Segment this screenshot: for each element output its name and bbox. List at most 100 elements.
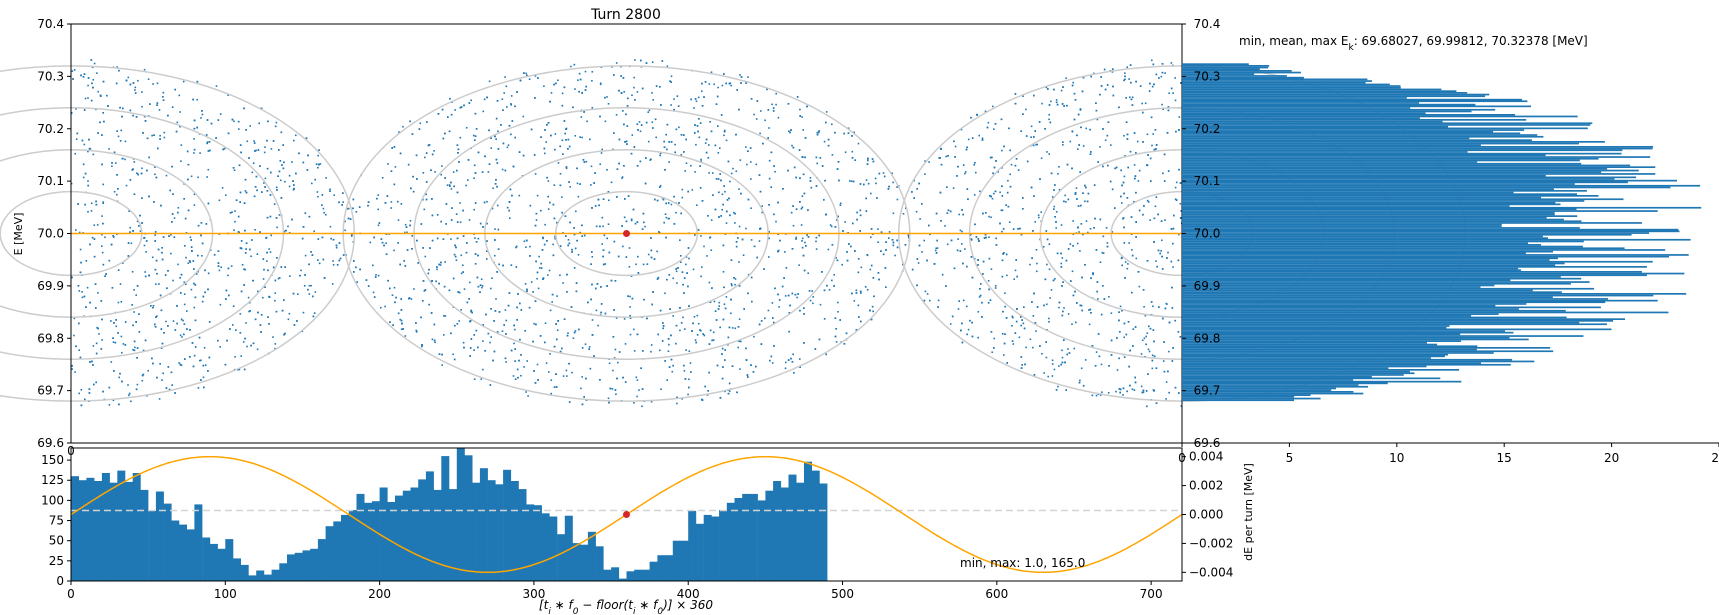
scatter-point [1146, 164, 1148, 166]
scatter-point [768, 237, 770, 240]
scatter-point [207, 150, 210, 152]
scatter-point [594, 172, 596, 174]
scatter-point [1130, 216, 1133, 218]
scatter-point [239, 191, 242, 194]
scatter-point [134, 86, 137, 89]
scatter-point [264, 186, 266, 188]
scatter-point [693, 107, 695, 109]
scatter-point [573, 331, 576, 334]
scatter-point [135, 388, 138, 391]
scatter-point [433, 150, 435, 152]
scatter-point [640, 59, 642, 62]
scatter-point [193, 268, 195, 270]
scatter-point [772, 107, 775, 109]
scatter-point [127, 255, 130, 257]
scatter-point [892, 212, 895, 215]
scatter-point [344, 229, 346, 232]
scatter-point [178, 94, 181, 97]
scatter-point [167, 325, 169, 327]
scatter-point [1063, 200, 1065, 203]
scatter-point [946, 212, 949, 214]
scatter-point [71, 368, 73, 370]
scatter-point [263, 268, 265, 271]
scatter-point [1168, 350, 1170, 353]
scatter-point [859, 290, 862, 293]
scatter-point [702, 333, 704, 335]
scatter-point [831, 279, 833, 282]
scatter-point [1145, 343, 1147, 346]
scatter-point [1111, 188, 1114, 191]
scatter-point [666, 148, 668, 151]
scatter-point [771, 302, 774, 304]
scatter-point [217, 265, 220, 267]
scatter-point [495, 138, 497, 140]
scatter-point [659, 184, 662, 187]
scatter-point [95, 352, 98, 355]
scatter-point [618, 351, 621, 353]
scatter-point [115, 319, 117, 321]
scatter-point [433, 339, 436, 342]
scatter-point [160, 204, 162, 207]
scatter-point [1036, 143, 1038, 146]
scatter-point [985, 236, 987, 239]
scatter-point [158, 109, 161, 111]
scatter-point [479, 284, 482, 286]
scatter-point [188, 260, 191, 262]
scatter-point [145, 251, 147, 253]
scatter-point [768, 231, 770, 233]
scatter-point [280, 131, 283, 134]
scatter-point [986, 126, 989, 129]
scatter-point [1123, 226, 1125, 229]
scatter-point [755, 365, 757, 368]
scatter-point [375, 274, 377, 276]
scatter-point [482, 110, 485, 113]
scatter-point [718, 305, 720, 307]
scatter-point [281, 164, 283, 166]
scatter-point [1135, 257, 1138, 260]
scatter-point [781, 285, 784, 288]
scatter-point [600, 286, 602, 288]
scatter-point [746, 163, 748, 166]
scatter-point [566, 273, 568, 276]
scatter-point [373, 296, 376, 298]
scatter-point [1077, 205, 1080, 207]
scatter-point [537, 379, 539, 381]
scatter-point [233, 120, 235, 123]
scatter-point [1168, 92, 1170, 94]
scatter-point [1172, 266, 1174, 268]
scatter-point [92, 345, 95, 347]
scatter-point [627, 295, 629, 297]
scatter-point [1172, 242, 1174, 245]
scatter-point [572, 337, 575, 339]
scatter-point [183, 323, 186, 325]
scatter-point [855, 292, 858, 294]
scatter-point [525, 391, 527, 393]
scatter-point [1106, 242, 1109, 244]
scatter-point [232, 324, 234, 326]
scatter-point [674, 151, 676, 154]
scatter-point [792, 146, 795, 149]
scatter-point [171, 106, 174, 108]
scatter-point [472, 134, 475, 137]
scatter-point [1121, 309, 1123, 312]
scatter-point [1048, 118, 1050, 121]
scatter-point [180, 160, 182, 162]
scatter-point [1122, 394, 1124, 396]
scatter-point [1016, 275, 1018, 278]
scatter-point [321, 236, 324, 239]
scatter-point [310, 284, 312, 287]
scatter-point [542, 278, 544, 280]
scatter-point [1167, 106, 1170, 108]
scatter-point [953, 140, 955, 143]
scatter-point [256, 348, 259, 351]
scatter-point [1123, 192, 1125, 195]
scatter-point [937, 306, 939, 308]
scatter-point [1163, 370, 1166, 373]
scatter-point [73, 317, 76, 320]
scatter-point [843, 343, 846, 345]
scatter-point [1121, 264, 1123, 267]
scatter-point [292, 180, 294, 182]
scatter-point [495, 179, 497, 181]
scatter-point [89, 243, 91, 246]
scatter-point [1013, 278, 1015, 280]
